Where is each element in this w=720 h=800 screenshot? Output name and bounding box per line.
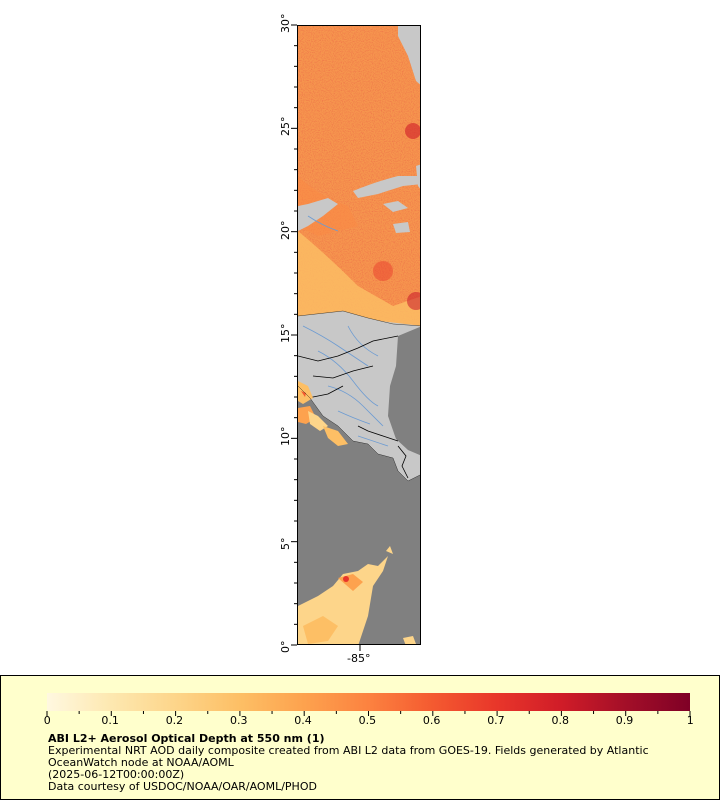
colorbar-tick-label: 0.8: [551, 714, 570, 727]
colorbar-tick-label: 0.7: [487, 714, 505, 727]
y-tick-label: 20°: [279, 220, 292, 240]
legend-date: (2025-06-12T00:00:00Z): [48, 768, 185, 781]
rivers: [302, 215, 389, 447]
colorbar-tick-label: 0.4: [294, 714, 312, 727]
coastlines: [298, 310, 420, 482]
legend-credit: Data courtesy of USDOC/NOAA/OAR/AOML/PHO…: [48, 780, 317, 793]
legend-panel: 0 0.1 0.2 0.3 0.4 0.5 0.6 0.7 0.8 0.9 1 ABI L2+ Ae…: [0, 675, 720, 800]
y-tick-label: 0°: [279, 640, 292, 654]
legend-title: ABI L2+ Aerosol Optical Depth at 550 nm …: [48, 732, 325, 745]
colorbar-tick-label: 0.1: [101, 714, 119, 727]
colorbar-tick-label: 0.2: [165, 714, 184, 727]
y-tick-label: 10°: [279, 426, 292, 447]
colorbar-tick-label: 0.3: [230, 714, 248, 727]
country-borders: [298, 335, 409, 479]
land-north: [298, 26, 420, 233]
legend-description-line2: OceanWatch node at NOAA/AOML: [48, 756, 234, 769]
colorbar-tick-label: 0.6: [422, 714, 441, 727]
y-tick-label: 5°: [279, 537, 292, 550]
legend-description-line1: Experimental NRT AOD daily composite cre…: [48, 744, 649, 757]
colorbar: [46, 693, 691, 716]
x-tick-label: -85°: [347, 652, 371, 665]
aod-map: [297, 25, 421, 645]
colorbar-tick-label: 1: [686, 714, 694, 727]
map-canvas: [298, 26, 420, 644]
water-caribbean: [388, 326, 420, 456]
y-tick-label: 25°: [279, 116, 292, 137]
y-tick-label: 30°: [279, 13, 292, 34]
colorbar-tick-label: 0.5: [358, 714, 377, 727]
aod-field-south: [298, 546, 416, 644]
colorbar-gradient: [47, 693, 690, 711]
colorbar-tick-label: 0: [43, 714, 51, 727]
map-axes: [291, 24, 361, 651]
y-tick-label: 15°: [279, 323, 292, 344]
colorbar-tick-label: 0.9: [615, 714, 634, 727]
